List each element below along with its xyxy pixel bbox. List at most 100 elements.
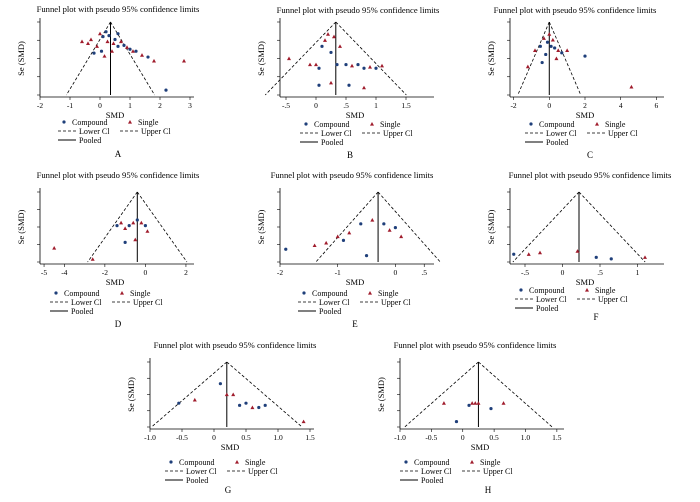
single-point [350,63,354,68]
legend-lower-ci-label: Lower Cl [319,298,350,307]
single-point [140,53,144,57]
single-point [323,38,327,42]
single-point [133,237,138,242]
compound-point [123,240,127,244]
legend-compound-label: Compound [179,458,215,467]
x-tick-label: 1.5 [401,101,411,110]
single-point [329,80,333,85]
y-axis-label: Se (SMD) [486,41,496,76]
x-tick-label: -0.5 [176,433,188,442]
compound-point [317,83,321,87]
upper-ci-line [335,21,407,96]
x-axis-label: SMD [106,110,124,120]
legend-lower-ci-label: Lower Cl [421,467,452,476]
compound-point [320,44,324,48]
legend-upper-ci-label: Upper Cl [141,127,171,136]
legend-single-marker [595,122,599,126]
compound-point [583,54,587,58]
single-point [224,392,229,397]
single-point [308,62,312,67]
single-point [476,401,481,405]
compound-point [238,403,242,407]
single-point [550,37,555,42]
x-tick-label: 1.5 [305,433,315,442]
panel-label: A [115,149,122,159]
x-tick-label: -1.0 [394,433,406,442]
single-point [301,419,306,424]
single-point [387,228,392,232]
single-point [470,401,475,405]
compound-point [116,44,120,48]
compound-point [489,406,493,411]
x-tick-label: .5 [421,268,427,277]
legend-compound-marker [519,288,523,292]
compound-point [374,66,378,70]
single-point [95,44,99,48]
legend-pooled-label: Pooled [321,138,343,147]
legend: Compound Single Lower Cl Upper Cl Pooled [165,458,278,485]
legend-compound-marker [529,122,533,126]
x-tick-label: 1 [128,101,132,110]
legend-compound-label: Compound [414,458,450,467]
compound-point [115,224,119,228]
x-axis-label: SMD [576,110,594,120]
compound-point [356,62,360,67]
x-tick-label: 1 [636,268,640,277]
panel-label: B [347,150,353,160]
x-tick-label: -1.0 [144,433,156,442]
compound-point [134,49,138,53]
single-point [314,62,318,67]
compound-point [359,222,363,226]
legend-single-label: Single [378,289,399,298]
lower-ci-line [87,191,138,263]
single-point [139,220,144,225]
single-point [473,401,478,405]
compound-point [257,405,261,410]
panel-d: Funnel plot with pseudo 95% confidence l… [16,170,200,329]
compound-point [512,252,516,256]
legend-single-marker [470,460,474,464]
y-axis-label: Se (SMD) [126,377,136,412]
x-tick-label: 0 [394,268,398,277]
panel-a: Funnel plot with pseudo 95% confidence l… [16,4,200,159]
single-point [80,39,84,44]
x-tick-label: 0 [314,101,318,110]
single-point [441,401,446,405]
chart-title: Funnel plot with pseudo 95% confidence l… [509,170,672,180]
legend-upper-ci-label: Upper Cl [608,129,638,138]
x-tick-label: -2 [510,101,516,110]
legend-single-label: Single [605,120,626,129]
legend-lower-ci-label: Lower Cl [186,467,217,476]
single-point [105,39,110,44]
x-tick-label: 0 [561,268,565,277]
compound-point [335,62,339,67]
lower-ci-line [151,361,228,428]
single-point [110,49,114,53]
legend-single-marker [368,291,372,295]
x-tick-label: -1 [67,101,73,110]
single-point [119,220,124,225]
chart-title: Funnel plot with pseudo 95% confidence l… [37,170,200,180]
x-axis-label: SMD [106,277,124,287]
single-point [125,45,129,49]
compound-point [364,254,369,258]
panel-label: E [352,319,358,329]
x-tick-label: -5 [41,268,47,277]
x-tick-label: 0 [144,268,148,277]
legend: Compound Single Lower Cl Upper Cl Pooled [525,120,638,147]
compound-point [317,66,321,70]
legend-pooled-label: Pooled [71,307,93,316]
legend-pooled-label: Pooled [546,138,568,147]
single-point [312,243,317,248]
compound-point [341,238,346,242]
x-tick-label: .5 [597,268,603,277]
compound-point [244,401,248,405]
chart-title: Funnel plot with pseudo 95% confidence l… [494,5,657,15]
legend-single-marker [370,122,374,126]
x-tick-label: 0.5 [241,433,251,442]
lower-ci-line [404,361,479,428]
x-tick-label: -.5 [282,101,290,110]
legend: Compound Single Lower Cl Upper Cl Pooled [298,289,411,316]
legend-compound-label: Compound [64,289,100,298]
legend-pooled-label: Pooled [536,304,558,313]
